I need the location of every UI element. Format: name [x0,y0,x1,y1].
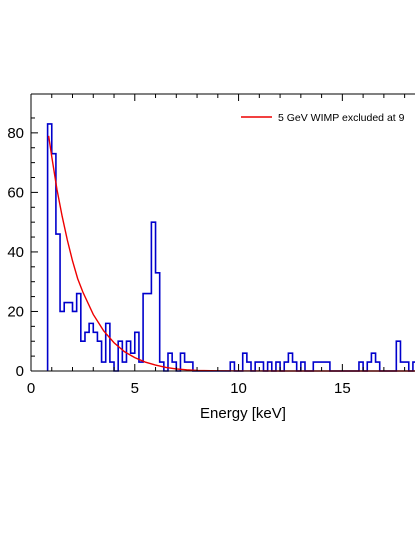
y-tick-label: 40 [7,244,24,261]
y-tick-label: 0 [16,363,24,380]
y-tick-labels: 0 20 40 60 80 [7,125,24,380]
x-tick-label: 15 [334,380,351,397]
histogram-steps [46,123,415,372]
y-tick-label: 20 [7,303,24,320]
legend: 5 GeV WIMP excluded at 9 [241,112,405,124]
x-tick-label: 0 [27,380,35,397]
x-tick-label: 5 [131,380,139,397]
y-tick-label: 60 [7,184,24,201]
x-axis-ticks [30,94,406,371]
legend-entry-wimp-exclusion: 5 GeV WIMP excluded at 9 [278,112,405,124]
x-tick-label: 10 [230,380,247,397]
y-axis-ticks [31,117,38,372]
x-tick-labels: 0 5 10 15 [27,380,351,397]
series-line-wimp-exclusion [47,135,415,372]
y-tick-label: 80 [7,125,24,142]
plot-area: 0 5 10 15 0 20 40 60 80 Energy [keV] 5 GeV WIMP… [7,93,415,422]
x-axis-title: Energy [keV] [200,405,286,422]
